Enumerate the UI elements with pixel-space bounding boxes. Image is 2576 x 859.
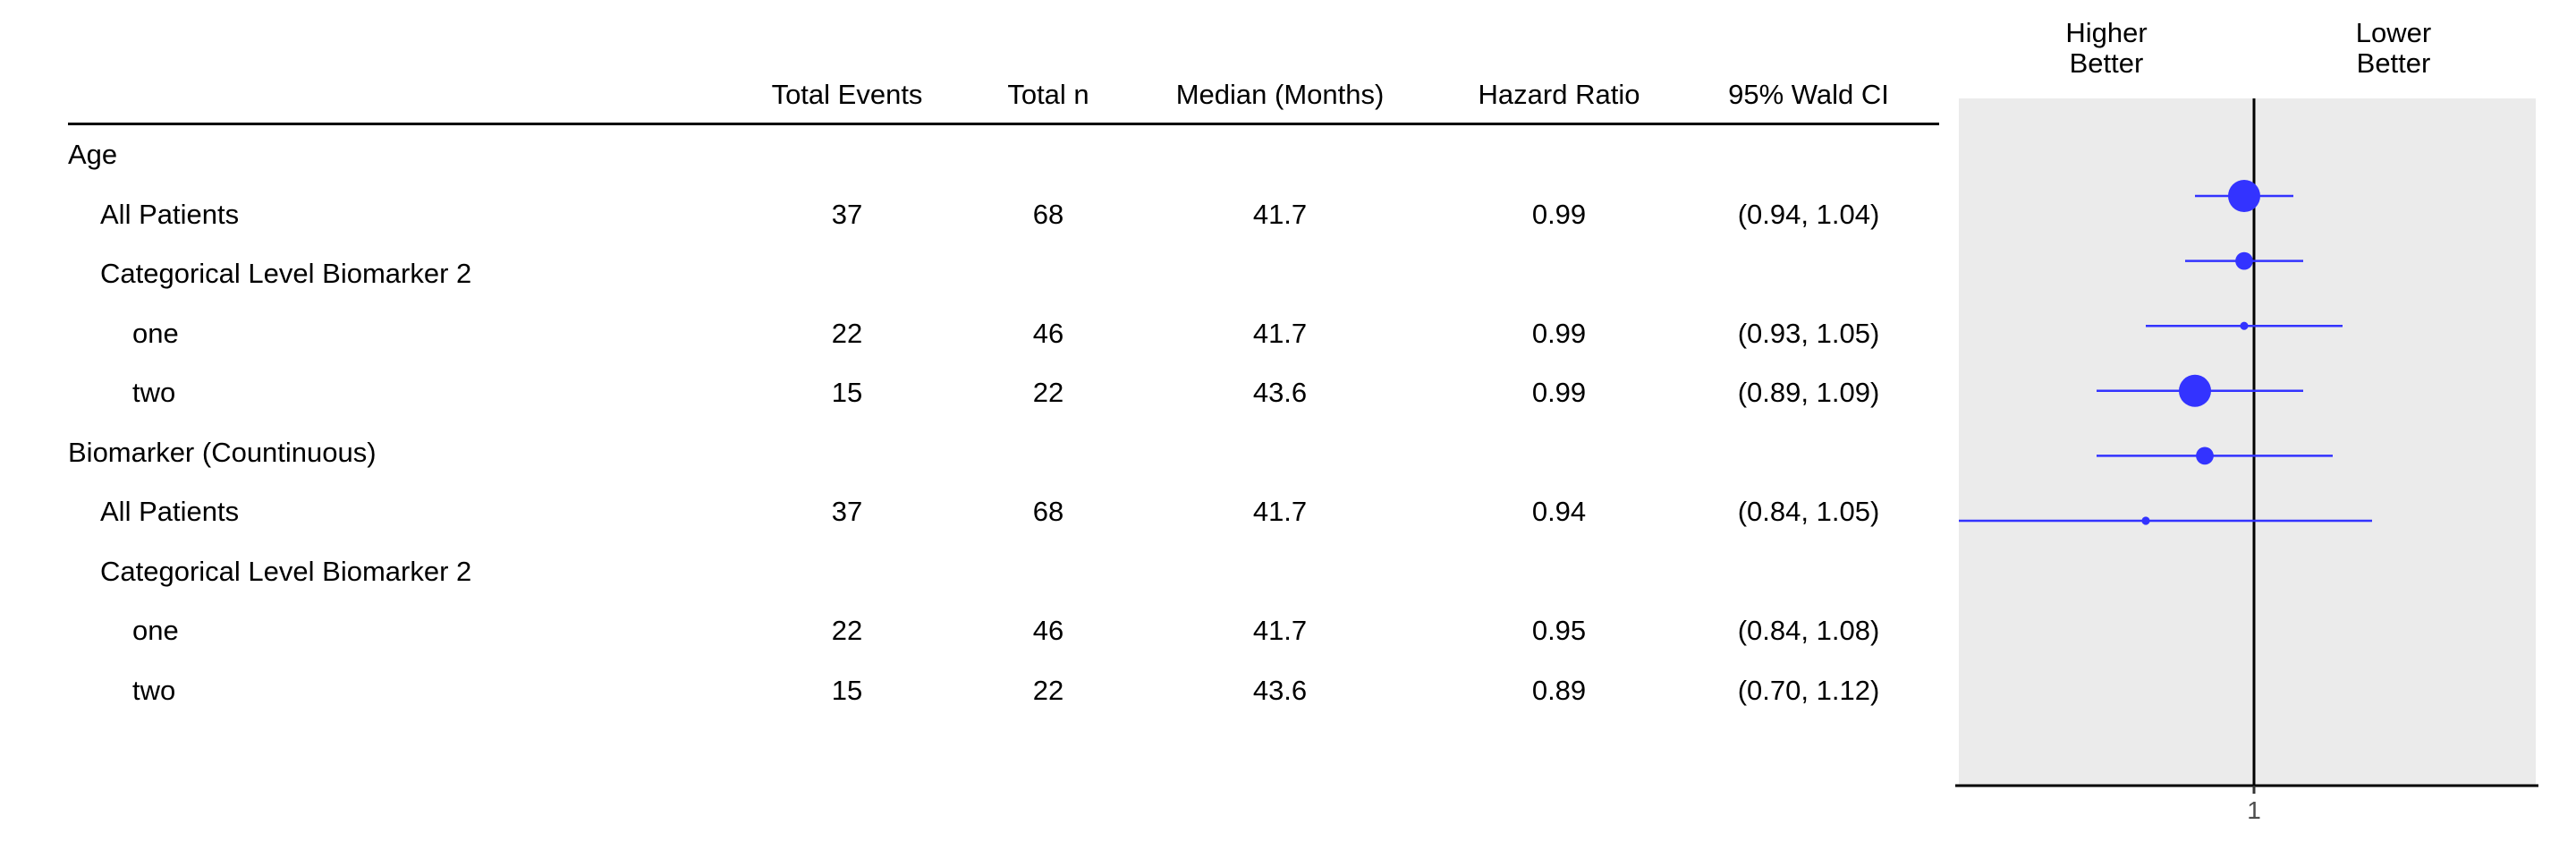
cell-events: 15 — [831, 377, 863, 408]
group-label: Categorical Level Biomarker 2 — [100, 555, 472, 587]
column-header: Median (Months) — [1175, 79, 1385, 110]
row-label: All Patients — [100, 496, 240, 527]
header-rule — [68, 123, 1939, 125]
cell-events: 22 — [831, 317, 863, 349]
cell-ci-text: (0.89, 1.09) — [1737, 377, 1880, 408]
row-label: two — [132, 674, 176, 706]
direction-label-right: Lower Better — [2355, 17, 2432, 79]
cell-median: 41.7 — [1252, 317, 1308, 349]
cell-ci-text: (0.94, 1.04) — [1737, 198, 1880, 230]
cell-hr-text: 0.99 — [1531, 317, 1587, 349]
group-label: Biomarker (Countinuous) — [68, 436, 377, 468]
cell-hr-text: 0.95 — [1531, 615, 1587, 646]
cell-n: 46 — [1032, 317, 1064, 349]
cell-n: 68 — [1032, 496, 1064, 527]
cell-hr-text: 0.89 — [1531, 674, 1587, 706]
cell-median: 43.6 — [1252, 674, 1308, 706]
row-label: one — [132, 615, 179, 646]
plot-panel — [1959, 98, 2536, 785]
cell-events: 22 — [831, 615, 863, 646]
hr-point — [2228, 180, 2260, 212]
cell-ci-text: (0.84, 1.08) — [1737, 615, 1880, 646]
cell-events: 37 — [831, 496, 863, 527]
x-tick-label: 1 — [2247, 796, 2261, 824]
cell-median: 43.6 — [1252, 377, 1308, 408]
hr-point — [2240, 321, 2249, 330]
row-label: one — [132, 317, 179, 349]
cell-ci-text: (0.70, 1.12) — [1737, 674, 1880, 706]
cell-n: 46 — [1032, 615, 1064, 646]
cell-median: 41.7 — [1252, 198, 1308, 230]
cell-events: 15 — [831, 674, 863, 706]
cell-n: 22 — [1032, 674, 1064, 706]
cell-n: 68 — [1032, 198, 1064, 230]
cell-median: 41.7 — [1252, 496, 1308, 527]
group-label: Categorical Level Biomarker 2 — [100, 258, 472, 289]
hr-point — [2179, 374, 2211, 407]
cell-median: 41.7 — [1252, 615, 1308, 646]
hr-point — [2141, 516, 2150, 525]
column-header: Total n — [1007, 79, 1089, 110]
cell-ci-text: (0.93, 1.05) — [1737, 317, 1880, 349]
cell-ci-text: (0.84, 1.05) — [1737, 496, 1880, 527]
row-label: two — [132, 377, 176, 408]
direction-label-left: Higher Better — [2065, 17, 2148, 79]
cell-hr-text: 0.99 — [1531, 198, 1587, 230]
hr-point — [2235, 251, 2253, 270]
column-header: Hazard Ratio — [1478, 79, 1640, 110]
column-header: Total Events — [771, 79, 923, 110]
row-label: All Patients — [100, 198, 240, 230]
cell-hr-text: 0.94 — [1531, 496, 1587, 527]
cell-events: 37 — [831, 198, 863, 230]
cell-hr-text: 0.99 — [1531, 377, 1587, 408]
column-header: 95% Wald CI — [1728, 79, 1889, 110]
cell-n: 22 — [1032, 377, 1064, 408]
hr-point — [2196, 447, 2214, 465]
group-label: Age — [68, 139, 118, 170]
